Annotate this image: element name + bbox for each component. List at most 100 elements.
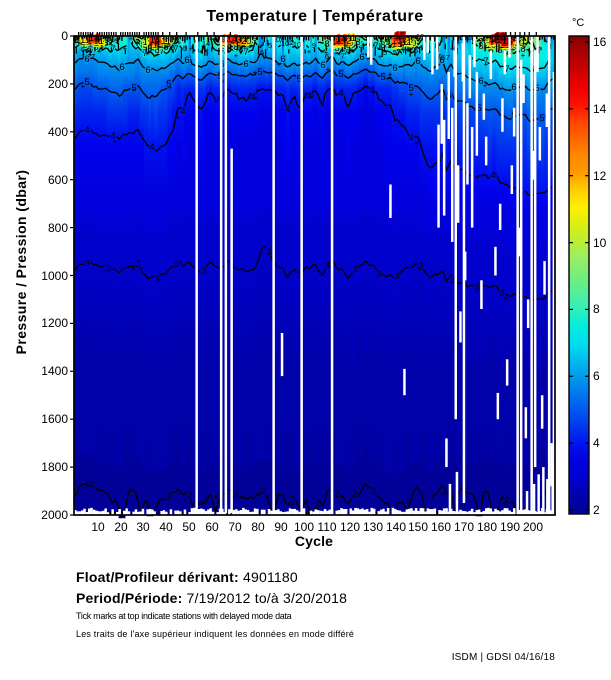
svg-text:+: + [113,137,118,146]
svg-text:+: + [487,44,492,53]
svg-text:4: 4 [306,91,311,102]
svg-text:14: 14 [202,39,210,48]
svg-text:6: 6 [320,60,325,71]
svg-text:50: 50 [182,520,196,534]
svg-text:16: 16 [593,35,607,49]
svg-text:ISDM | GDSI 04/16/18: ISDM | GDSI 04/16/18 [452,652,556,663]
svg-text:+: + [500,35,505,44]
svg-text:7: 7 [159,46,164,57]
svg-text:+: + [177,38,182,47]
svg-text:4: 4 [285,104,290,115]
svg-text:1800: 1800 [41,460,68,474]
svg-text:14: 14 [503,33,511,42]
svg-text:10: 10 [593,236,607,250]
svg-text:+: + [234,51,239,60]
svg-text:+: + [225,46,230,55]
svg-text:20: 20 [114,520,128,534]
svg-text:6: 6 [441,53,445,62]
svg-text:12: 12 [402,38,410,47]
svg-text:6: 6 [593,369,600,383]
svg-text:9: 9 [483,38,488,49]
svg-text:7: 7 [446,53,450,62]
svg-text:+: + [394,40,399,49]
svg-text:+: + [199,47,204,56]
svg-text:10: 10 [332,39,343,50]
svg-text:600: 600 [48,173,68,187]
svg-text:6: 6 [439,55,444,66]
svg-text:+: + [166,41,171,50]
svg-text:6: 6 [81,45,85,54]
svg-text:6: 6 [495,33,499,42]
svg-text:9: 9 [479,36,483,45]
svg-text:8: 8 [93,42,98,53]
svg-text:8: 8 [140,40,145,51]
svg-text:9: 9 [331,40,336,51]
svg-text:3: 3 [394,271,399,282]
svg-text:+: + [157,42,162,51]
svg-text:7: 7 [91,52,95,61]
svg-text:7: 7 [89,45,94,56]
svg-text:+: + [78,39,83,48]
svg-text:3: 3 [105,263,110,274]
svg-text:+: + [334,90,339,99]
svg-text:+: + [389,41,394,50]
svg-text:10: 10 [293,40,301,49]
svg-text:+: + [266,491,271,500]
svg-text:2: 2 [233,490,238,501]
svg-text:8: 8 [355,37,360,48]
svg-text:7: 7 [530,65,535,76]
svg-text:+: + [486,33,491,42]
svg-text:8: 8 [478,41,483,52]
svg-text:200: 200 [523,520,543,534]
svg-text:+: + [388,70,393,79]
svg-text:10: 10 [406,38,417,49]
svg-text:+: + [332,41,337,50]
svg-text:3: 3 [376,269,381,280]
svg-text:8: 8 [103,38,108,49]
svg-text:5: 5 [166,79,171,90]
svg-text:10: 10 [152,40,163,51]
svg-text:10: 10 [486,40,497,51]
svg-text:7: 7 [243,47,248,58]
svg-text:+: + [290,500,295,509]
svg-text:160: 160 [431,520,451,534]
svg-text:+: + [407,45,412,54]
svg-text:16: 16 [495,32,506,43]
svg-text:1400: 1400 [41,364,68,378]
svg-text:+: + [221,77,226,86]
svg-text:3: 3 [474,282,479,293]
svg-text:+: + [511,45,516,54]
svg-text:12: 12 [89,35,100,46]
svg-text:+: + [129,34,134,43]
svg-text:8: 8 [154,45,159,56]
svg-text:400: 400 [48,125,68,139]
svg-text:7: 7 [373,41,378,52]
svg-text:6: 6 [415,56,420,67]
svg-text:9: 9 [312,41,316,50]
svg-text:+: + [316,501,321,510]
svg-text:+: + [334,49,339,58]
svg-text:+: + [456,38,461,47]
svg-text:+: + [522,42,527,51]
svg-text:+: + [277,60,282,69]
svg-text:2: 2 [352,489,357,500]
svg-text:90: 90 [274,520,288,534]
svg-text:+: + [415,139,420,148]
svg-text:+: + [152,40,157,49]
svg-text:2000: 2000 [41,508,68,522]
svg-text:5: 5 [183,44,187,53]
svg-text:+: + [342,35,347,44]
svg-text:200: 200 [48,77,68,91]
svg-text:40: 40 [159,520,173,534]
svg-text:190: 190 [500,520,520,534]
svg-text:+: + [82,40,87,49]
svg-text:10: 10 [159,37,170,48]
svg-text:5: 5 [338,69,343,80]
svg-text:10: 10 [392,40,403,51]
svg-text:+: + [82,41,87,50]
svg-text:8: 8 [348,38,353,49]
svg-text:110: 110 [317,520,336,534]
svg-text:Temperature | Température: Temperature | Température [206,8,423,25]
svg-text:9: 9 [82,38,87,49]
svg-text:+: + [249,41,254,50]
